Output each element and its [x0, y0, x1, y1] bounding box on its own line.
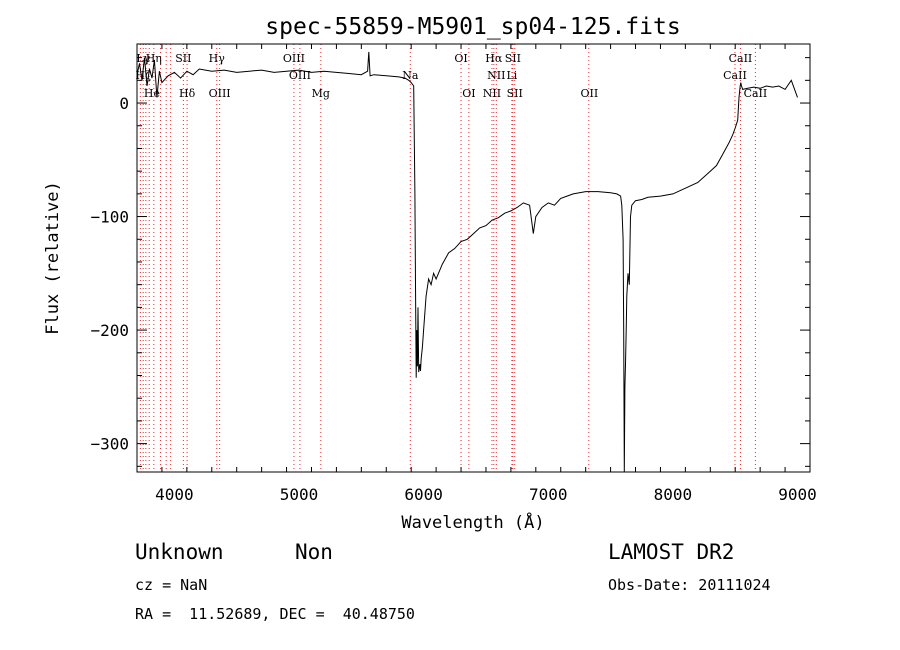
spectral-line-label: OI — [462, 87, 475, 100]
spectral-line-label: Lγ — [136, 52, 150, 65]
subclass-label: Non — [295, 540, 333, 564]
y-tick-label: −200 — [90, 321, 129, 340]
spectral-line-label: CaII — [744, 87, 768, 100]
spectral-line-label: Li — [506, 69, 517, 82]
spectral-line-label: SII — [505, 52, 521, 65]
x-tick-label: 5000 — [280, 485, 319, 504]
y-tick-label: −300 — [90, 435, 129, 454]
class-label: Unknown — [135, 540, 224, 564]
spectral-line-label: Hζ — [135, 69, 151, 82]
spectral-line-label: Mg — [312, 87, 330, 100]
x-axis-ticks: 4000 5000 6000 7000 8000 9000 — [155, 44, 817, 504]
spectral-line-label: Hγ — [209, 52, 226, 65]
y-axis-label: Flux (relative) — [43, 181, 63, 335]
spectral-marker-lines — [139, 44, 756, 472]
x-tick-label: 9000 — [778, 485, 817, 504]
obs-date-label: Obs-Date: 20111024 — [608, 576, 771, 594]
spectral-line-label: OIII — [283, 52, 305, 65]
plot-frame — [136, 43, 811, 473]
spectral-line-label: Hα — [485, 52, 503, 65]
chart-title: spec-55859-M5901_sp04-125.fits — [265, 14, 680, 40]
y-tick-label: −100 — [90, 208, 129, 227]
y-tick-label: 0 — [119, 94, 129, 113]
spectral-line-label: OIII — [289, 69, 311, 82]
spectral-line-label: NII — [487, 69, 505, 82]
spectral-line-label: OII — [581, 87, 599, 100]
spectral-line-label: CaII — [723, 69, 747, 82]
x-tick-label: 8000 — [654, 485, 693, 504]
spectral-line-label: Hη — [146, 52, 162, 65]
x-tick-label: 4000 — [155, 485, 194, 504]
coordinates-label: RA = 11.52689, DEC = 40.48750 — [135, 605, 415, 623]
redshift-label: cz = NaN — [135, 576, 208, 594]
spectral-line-label: Hδ — [179, 87, 196, 100]
spectral-line-label: SII — [175, 52, 191, 65]
x-axis-label: Wavelength (Å) — [401, 511, 544, 533]
spectrum-series-line — [136, 51, 798, 473]
spectral-line-label: OI — [454, 52, 467, 65]
spectral-line-label: NII — [483, 87, 501, 100]
spectral-line-label: CaII — [729, 52, 753, 65]
survey-label: LAMOST DR2 — [608, 540, 735, 564]
x-tick-label: 7000 — [529, 485, 568, 504]
x-tick-label: 6000 — [404, 485, 443, 504]
spectral-line-label: SII — [507, 87, 523, 100]
y-axis-ticks: 0 −100 −200 −300 — [90, 57, 810, 467]
spectral-line-label: OIII — [209, 87, 231, 100]
spectral-line-label: Na — [402, 69, 419, 82]
